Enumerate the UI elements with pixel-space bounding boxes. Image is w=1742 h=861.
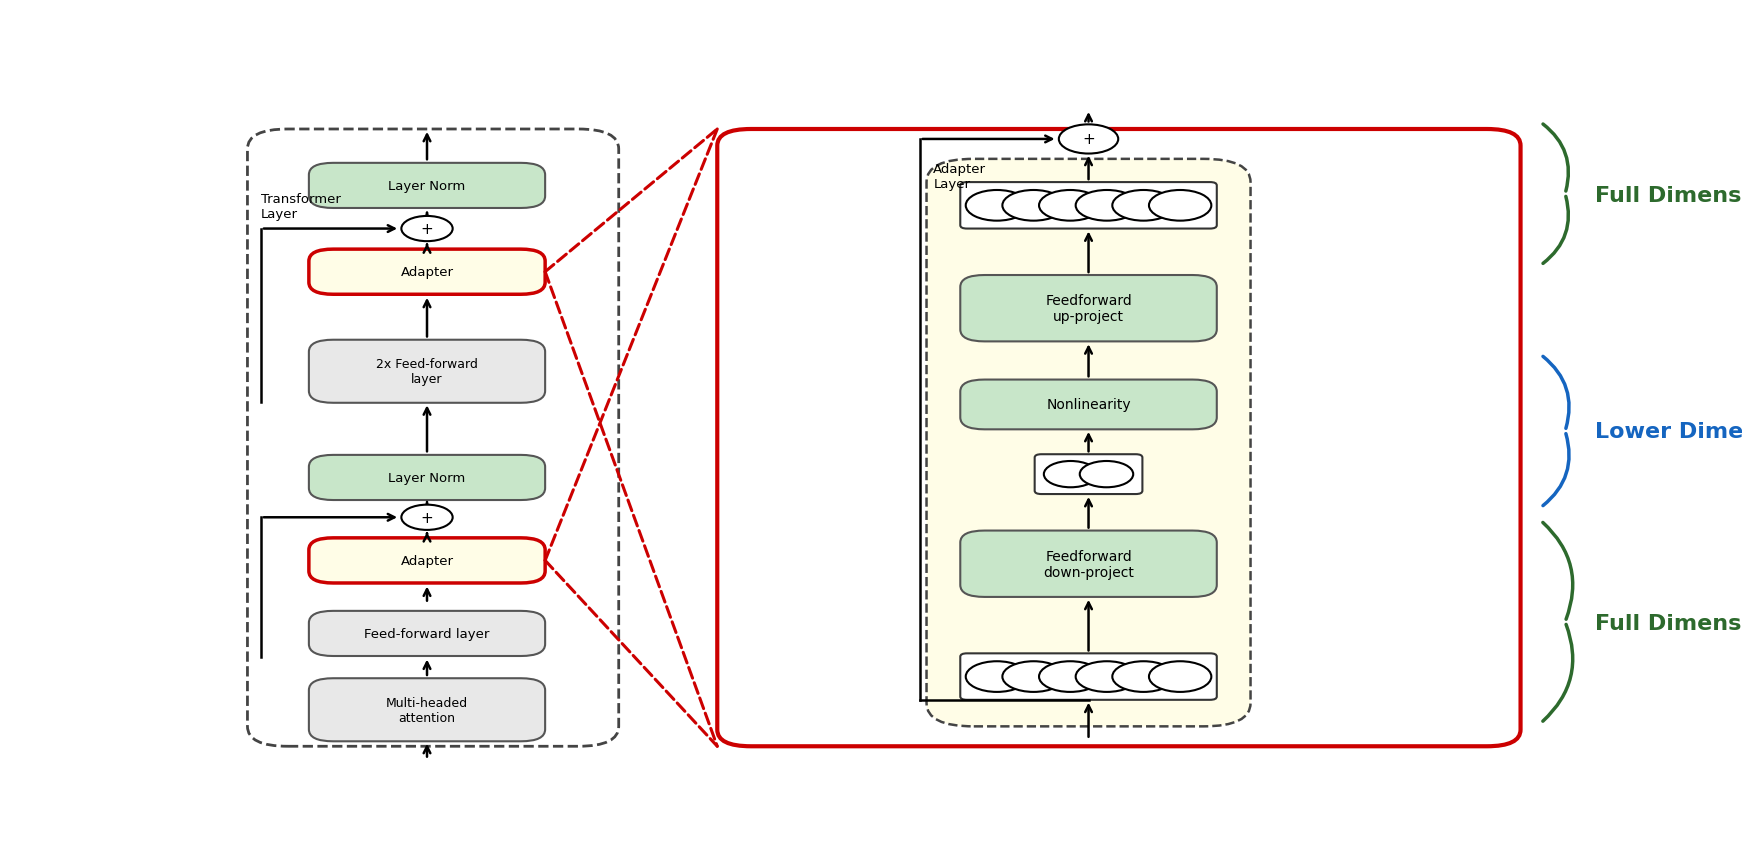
Circle shape	[1002, 191, 1064, 221]
Circle shape	[1150, 661, 1211, 692]
Text: Feed-forward layer: Feed-forward layer	[364, 627, 490, 641]
FancyBboxPatch shape	[308, 164, 545, 208]
Text: Feedforward
down-project: Feedforward down-project	[1043, 549, 1134, 579]
Circle shape	[1075, 661, 1138, 692]
Circle shape	[401, 217, 453, 242]
Text: Layer Norm: Layer Norm	[388, 180, 465, 193]
Text: +: +	[420, 511, 434, 525]
FancyBboxPatch shape	[960, 653, 1216, 700]
Circle shape	[401, 505, 453, 530]
Text: Transformer
Layer: Transformer Layer	[261, 193, 341, 220]
Circle shape	[1080, 461, 1134, 487]
FancyBboxPatch shape	[308, 538, 545, 583]
Text: Adapter: Adapter	[401, 266, 453, 279]
FancyBboxPatch shape	[308, 678, 545, 741]
Text: Full Dimension: Full Dimension	[1596, 614, 1742, 634]
Text: Adapter
Layer: Adapter Layer	[934, 163, 986, 191]
FancyBboxPatch shape	[960, 183, 1216, 229]
Text: Layer Norm: Layer Norm	[388, 472, 465, 485]
Text: Lower Dimension: Lower Dimension	[1596, 422, 1742, 442]
FancyBboxPatch shape	[927, 159, 1251, 727]
Text: 2x Feed-forward
layer: 2x Feed-forward layer	[376, 358, 477, 386]
Text: Nonlinearity: Nonlinearity	[1047, 398, 1131, 412]
Text: +: +	[420, 222, 434, 237]
FancyBboxPatch shape	[960, 380, 1216, 430]
Text: Full Dimension: Full Dimension	[1596, 186, 1742, 206]
Circle shape	[965, 661, 1028, 692]
Circle shape	[1002, 661, 1064, 692]
FancyBboxPatch shape	[308, 455, 545, 500]
FancyBboxPatch shape	[308, 250, 545, 295]
Text: +: +	[1082, 133, 1096, 147]
FancyBboxPatch shape	[308, 611, 545, 656]
FancyBboxPatch shape	[1035, 455, 1143, 494]
Text: Multi-headed
attention: Multi-headed attention	[387, 696, 469, 724]
Circle shape	[965, 191, 1028, 221]
Circle shape	[1113, 661, 1174, 692]
Text: Adapter: Adapter	[401, 554, 453, 567]
FancyBboxPatch shape	[308, 340, 545, 403]
Circle shape	[1059, 125, 1118, 154]
FancyBboxPatch shape	[960, 531, 1216, 598]
Circle shape	[1150, 191, 1211, 221]
FancyBboxPatch shape	[960, 276, 1216, 342]
Circle shape	[1038, 191, 1101, 221]
Circle shape	[1075, 191, 1138, 221]
Circle shape	[1043, 461, 1097, 487]
Circle shape	[1038, 661, 1101, 692]
Text: Feedforward
up-project: Feedforward up-project	[1045, 294, 1132, 324]
Circle shape	[1113, 191, 1174, 221]
